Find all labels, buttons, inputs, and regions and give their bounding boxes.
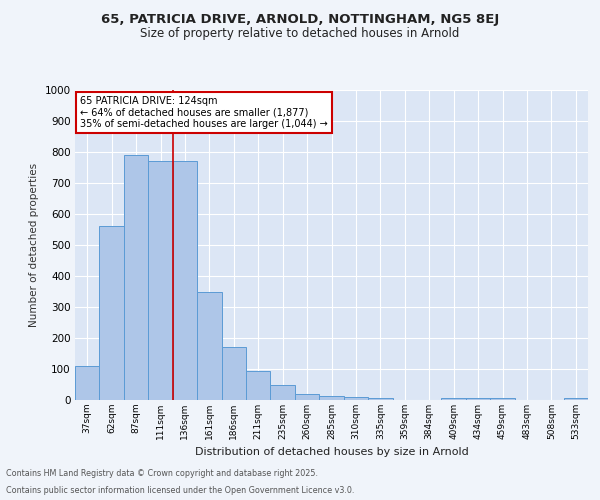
Text: Size of property relative to detached houses in Arnold: Size of property relative to detached ho… [140, 28, 460, 40]
Bar [319, 396, 344, 400]
Text: 65 PATRICIA DRIVE: 124sqm
← 64% of detached houses are smaller (1,877)
35% of se: 65 PATRICIA DRIVE: 124sqm ← 64% of detac… [80, 96, 328, 130]
X-axis label: Distribution of detached houses by size in Arnold: Distribution of detached houses by size … [194, 448, 469, 458]
Y-axis label: Number of detached properties: Number of detached properties [29, 163, 39, 327]
Bar [490, 398, 515, 400]
Bar [368, 398, 392, 400]
Bar [75, 366, 100, 400]
Bar [173, 162, 197, 400]
Bar [295, 394, 319, 400]
Bar [221, 348, 246, 400]
Bar [124, 155, 148, 400]
Bar [100, 226, 124, 400]
Text: Contains HM Land Registry data © Crown copyright and database right 2025.: Contains HM Land Registry data © Crown c… [6, 468, 318, 477]
Bar [563, 398, 588, 400]
Bar [246, 370, 271, 400]
Bar [442, 398, 466, 400]
Text: 65, PATRICIA DRIVE, ARNOLD, NOTTINGHAM, NG5 8EJ: 65, PATRICIA DRIVE, ARNOLD, NOTTINGHAM, … [101, 12, 499, 26]
Bar [466, 398, 490, 400]
Bar [271, 384, 295, 400]
Text: Contains public sector information licensed under the Open Government Licence v3: Contains public sector information licen… [6, 486, 355, 495]
Bar [148, 162, 173, 400]
Bar [197, 292, 221, 400]
Bar [344, 397, 368, 400]
